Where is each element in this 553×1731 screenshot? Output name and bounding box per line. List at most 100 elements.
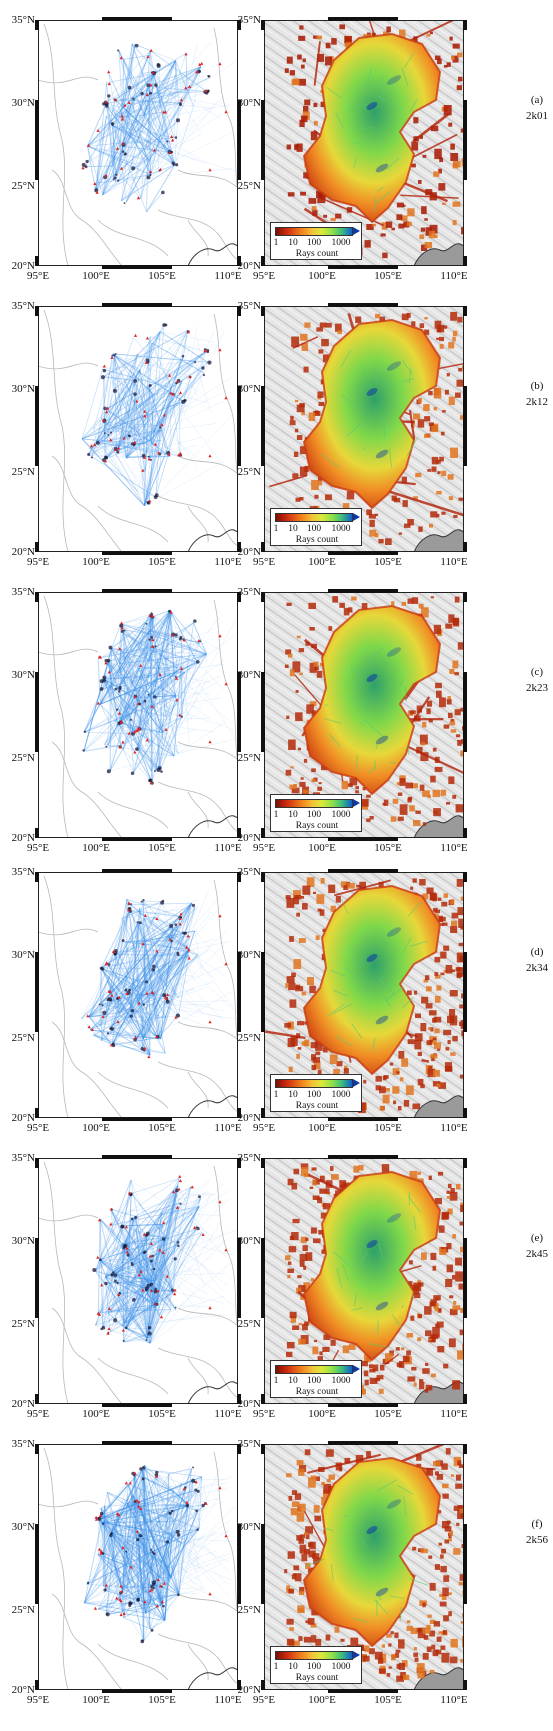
colorbar-extension-arrow [353,799,360,807]
latitude-label: 20°N [237,1684,261,1696]
colorbar-extension-arrow [353,513,360,521]
latitude-label: 20°N [237,832,261,844]
ray-density-panel: 35°N 30°N 25°N 20°N 95°E 100°E 105°E 110°E 1 10 10… [238,866,468,1134]
panel-row: 35°N 30°N 25°N 20°N 95°E 100°E 105°E 110°E 35°N 3… [0,6,553,292]
frame-tick-bar [328,1441,398,1445]
longitude-label: 105°E [374,1694,402,1706]
colorbar-tick-label: 1 [273,238,279,248]
frame-tick-bar [35,672,39,752]
latitude-label: 35°N [237,866,261,878]
ray-density-map [264,306,464,552]
frame-tick-bar [237,256,241,266]
longitude-label: 95°E [26,1122,50,1134]
panel-period-label: 2k45 [526,1248,548,1260]
frame-tick-bar [35,1394,39,1404]
longitude-label: 95°E [252,1694,276,1706]
ray-density-panel: 35°N 30°N 25°N 20°N 95°E 100°E 105°E 110°E 1 10 10… [238,586,468,854]
longitude-label: 110°E [440,556,468,568]
latitude-label: 35°N [11,300,35,312]
colorbar-tick-label: 1000 [331,1376,351,1386]
frame-tick-bar [261,952,265,1032]
ray-path-panel: 35°N 30°N 25°N 20°N 95°E 100°E 105°E 110°E [12,866,242,1134]
frame-tick-bar [102,1403,172,1407]
colorbar-extension-arrow [353,1079,360,1087]
ray-path-map [38,1158,238,1404]
latitude-label: 30°N [11,669,35,681]
longitude-label: 100°E [82,1694,110,1706]
latitude-label: 20°N [11,546,35,558]
frame-tick-bar [328,1117,398,1121]
colorbar-title: Rays count [295,1387,339,1397]
panel-letter: (e) [530,1232,544,1244]
frame-tick-bar [463,1108,467,1118]
frame-tick-bar [261,306,265,316]
longitude-label: 100°E [82,270,110,282]
latitude-label: 35°N [237,300,261,312]
longitude-label: 110°E [440,1408,468,1420]
frame-tick-bar [35,386,39,466]
latitude-label: 30°N [11,383,35,395]
longitude-label: 105°E [148,1694,176,1706]
latitude-label: 30°N [237,669,261,681]
latitude-label: 30°N [237,1235,261,1247]
frame-tick-bar [261,1680,265,1690]
latitude-label: 35°N [11,14,35,26]
frame-tick-bar [237,1524,241,1604]
longitude-label: 105°E [148,842,176,854]
longitude-label: 105°E [374,1408,402,1420]
longitude-label: 105°E [148,270,176,282]
colorbar-extension-arrow [353,1651,360,1659]
frame-tick-bar [35,952,39,1032]
rays-count-legend: 1 10 100 1000 Rays count [270,1074,362,1112]
colorbar-tick-label: 1 [273,1090,279,1100]
colorbar-tick-label: 1 [273,810,279,820]
frame-tick-bar [463,952,467,1032]
colorbar-tick-label: 1000 [331,524,351,534]
panel-row: 35°N 30°N 25°N 20°N 95°E 100°E 105°E 110°E 35°N 3… [0,292,553,578]
longitude-label: 110°E [440,842,468,854]
latitude-label: 20°N [11,1112,35,1124]
panel-period-label: 2k56 [526,1534,548,1546]
latitude-label: 25°N [11,752,35,764]
longitude-label: 95°E [252,842,276,854]
longitude-label: 95°E [252,270,276,282]
longitude-label: 110°E [214,270,242,282]
frame-tick-bar [35,828,39,838]
longitude-label: 100°E [82,556,110,568]
rays-count-colorbar [275,799,353,808]
ray-path-panel: 35°N 30°N 25°N 20°N 95°E 100°E 105°E 110°E [12,1438,242,1706]
frame-tick-bar [35,20,39,30]
frame-tick-bar [35,542,39,552]
colorbar-tick-label: 100 [306,1376,322,1386]
ray-density-panel: 35°N 30°N 25°N 20°N 95°E 100°E 105°E 110°E 1 10 10… [238,1438,468,1706]
latitude-label: 25°N [11,1604,35,1616]
latitude-label: 30°N [237,949,261,961]
frame-tick-bar [463,1238,467,1318]
latitude-label: 35°N [237,1152,261,1164]
frame-tick-bar [237,1108,241,1118]
ray-path-panel: 35°N 30°N 25°N 20°N 95°E 100°E 105°E 110°E [12,1152,242,1420]
longitude-label: 105°E [374,1122,402,1134]
ray-density-panel: 35°N 30°N 25°N 20°N 95°E 100°E 105°E 110°E 1 10 10… [238,14,468,282]
longitude-label: 105°E [148,556,176,568]
frame-tick-bar [463,828,467,838]
frame-tick-bar [237,828,241,838]
frame-tick-bar [463,672,467,752]
frame-tick-bar [463,1444,467,1454]
latitude-label: 25°N [11,466,35,478]
panel-row: 35°N 30°N 25°N 20°N 95°E 100°E 105°E 110°E 35°N 3… [0,1144,553,1430]
frame-tick-bar [35,256,39,266]
colorbar-tick-label: 100 [306,238,322,248]
map-frame [38,1444,238,1690]
ray-density-panel: 35°N 30°N 25°N 20°N 95°E 100°E 105°E 110°E 1 10 10… [238,1152,468,1420]
longitude-label: 110°E [440,1122,468,1134]
latitude-label: 35°N [237,14,261,26]
longitude-label: 100°E [82,1122,110,1134]
longitude-label: 105°E [374,270,402,282]
frame-tick-bar [261,1444,265,1454]
colorbar-tick-label: 10 [288,810,298,820]
frame-tick-bar [237,952,241,1032]
frame-tick-bar [35,1238,39,1318]
panel-letter: (c) [530,666,544,678]
panel-letter: (f) [531,1518,543,1530]
